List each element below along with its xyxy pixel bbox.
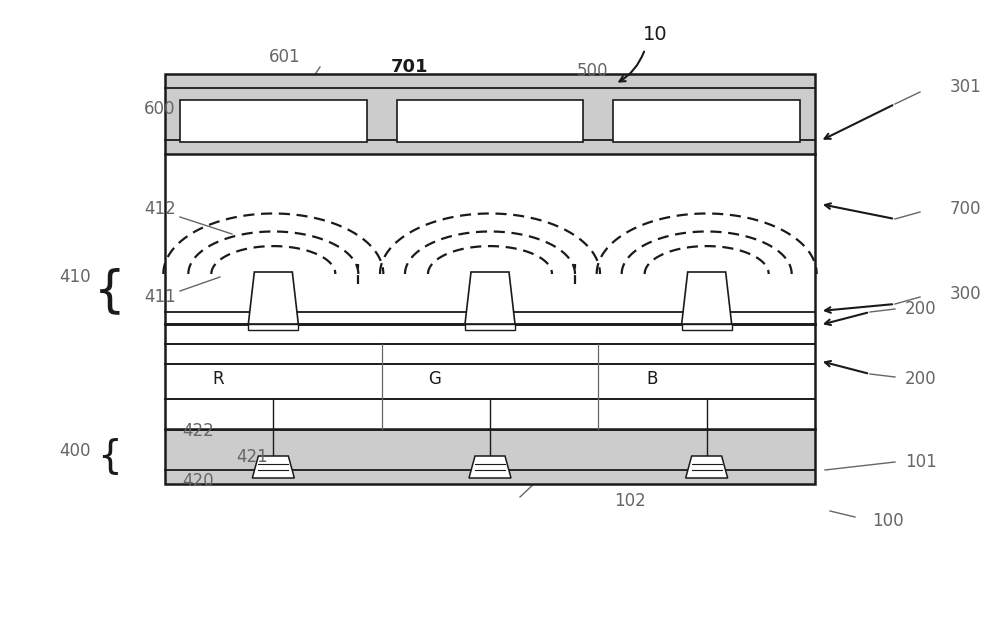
Text: 400: 400 xyxy=(59,442,91,461)
Text: 700: 700 xyxy=(950,200,982,218)
Polygon shape xyxy=(252,456,294,478)
Text: B: B xyxy=(646,370,657,388)
Bar xyxy=(165,74,815,154)
Text: 411: 411 xyxy=(144,288,176,306)
Text: 412: 412 xyxy=(144,200,176,218)
Bar xyxy=(397,100,583,142)
Bar xyxy=(613,100,800,142)
Polygon shape xyxy=(248,272,298,324)
Text: 100: 100 xyxy=(872,512,904,530)
Bar xyxy=(180,100,367,142)
Polygon shape xyxy=(682,272,732,324)
Text: 200: 200 xyxy=(905,370,937,388)
Polygon shape xyxy=(469,456,511,478)
Text: 601: 601 xyxy=(269,48,301,66)
Text: {: { xyxy=(98,438,122,475)
Text: 421: 421 xyxy=(236,448,268,466)
Text: 102: 102 xyxy=(614,492,646,510)
Bar xyxy=(465,324,515,330)
Text: 600: 600 xyxy=(144,100,176,118)
Bar xyxy=(682,324,732,330)
Polygon shape xyxy=(465,272,515,324)
Text: 301: 301 xyxy=(950,78,982,96)
Bar xyxy=(248,324,298,330)
Text: R: R xyxy=(213,370,224,388)
Text: 701: 701 xyxy=(391,58,429,76)
Text: 101: 101 xyxy=(905,453,937,471)
Polygon shape xyxy=(686,456,728,478)
Text: 10: 10 xyxy=(643,24,667,43)
Text: 300: 300 xyxy=(950,285,982,303)
Text: G: G xyxy=(429,370,441,388)
Text: 422: 422 xyxy=(182,422,214,440)
Text: {: { xyxy=(94,268,126,316)
Text: 500: 500 xyxy=(576,62,608,80)
Text: 200: 200 xyxy=(905,300,937,318)
Text: 410: 410 xyxy=(59,268,91,286)
Text: 420: 420 xyxy=(182,472,214,490)
Bar xyxy=(165,324,815,429)
Bar xyxy=(165,429,815,484)
